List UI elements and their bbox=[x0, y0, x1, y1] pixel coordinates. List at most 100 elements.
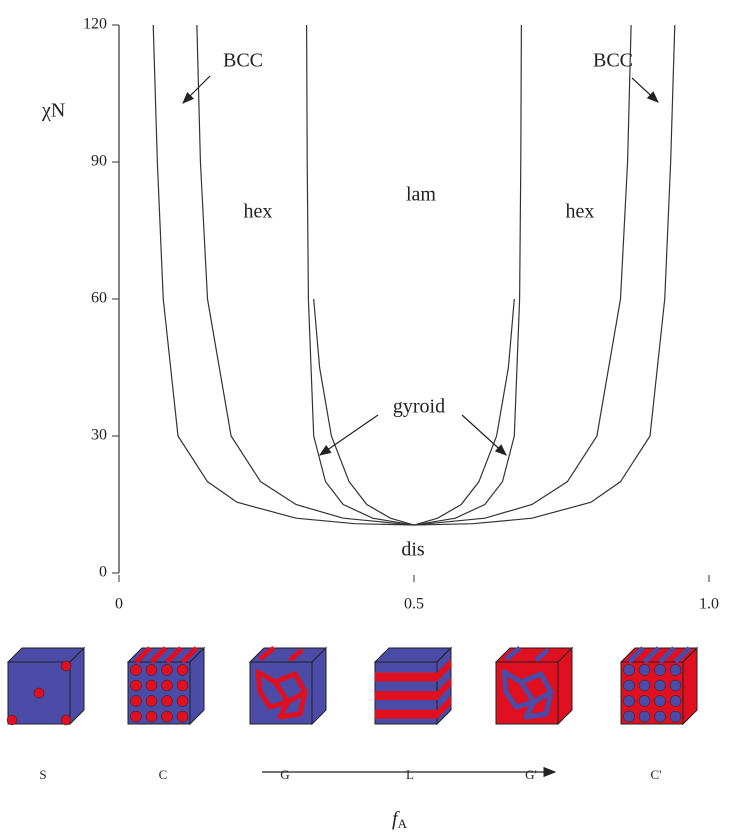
phase-boundary bbox=[152, 24, 676, 526]
network-strut bbox=[543, 689, 554, 717]
network-strut bbox=[257, 689, 273, 710]
x-tick-label: 0.5 bbox=[404, 596, 424, 613]
lamella bbox=[375, 672, 437, 682]
network-strut bbox=[277, 711, 303, 720]
region-label: dis bbox=[401, 539, 425, 561]
x-axis-label: fA bbox=[392, 808, 408, 831]
cylinder bbox=[669, 710, 682, 723]
y-tick-label: 30 bbox=[91, 427, 107, 444]
network-strut bbox=[272, 679, 291, 705]
cube-side bbox=[557, 646, 573, 726]
cylinder bbox=[161, 710, 173, 723]
sphere bbox=[6, 714, 18, 726]
network-strut bbox=[292, 671, 308, 695]
cylinder bbox=[638, 710, 651, 723]
region-label: hex bbox=[244, 201, 273, 223]
cylinder-top bbox=[134, 646, 152, 664]
cylinder bbox=[176, 710, 189, 723]
cylinder bbox=[654, 710, 666, 723]
cylinder bbox=[130, 679, 142, 692]
region-label: gyroid bbox=[393, 396, 445, 418]
cylinder bbox=[623, 695, 635, 707]
cylinder bbox=[145, 695, 158, 707]
structure-cube bbox=[126, 646, 206, 726]
sphere bbox=[60, 660, 72, 672]
cube-side bbox=[189, 646, 205, 726]
structure-label: C bbox=[159, 767, 168, 782]
cylinder-top bbox=[673, 646, 692, 664]
lamella bbox=[375, 691, 437, 701]
region-label: lam bbox=[406, 184, 436, 206]
cylinder bbox=[623, 664, 635, 676]
cylinder-top bbox=[642, 646, 661, 664]
network-strut bbox=[255, 669, 278, 685]
network-strut bbox=[501, 669, 509, 695]
lamella-side bbox=[437, 658, 451, 682]
cube-side bbox=[69, 646, 85, 726]
y-tick-label: 120 bbox=[83, 16, 107, 33]
annotation-arrow bbox=[461, 414, 507, 456]
cylinder bbox=[623, 710, 635, 723]
lamella-side bbox=[437, 677, 451, 701]
network-strut bbox=[272, 671, 298, 685]
cylinder bbox=[161, 664, 173, 676]
y-tick-label: 90 bbox=[91, 153, 107, 170]
network-strut bbox=[518, 671, 544, 685]
annotation-arrow bbox=[319, 414, 379, 456]
cylinder bbox=[130, 695, 142, 707]
x-tick-label: 0 bbox=[115, 596, 123, 613]
cylinder bbox=[638, 679, 651, 692]
structure-cube bbox=[248, 646, 328, 726]
network-strut bbox=[523, 711, 549, 720]
structure-label: G bbox=[280, 767, 289, 782]
annotation-arrow bbox=[631, 77, 659, 103]
network-top bbox=[258, 646, 304, 662]
cylinder-top bbox=[627, 646, 645, 664]
lamella-side bbox=[437, 695, 451, 719]
cylinder bbox=[176, 679, 189, 692]
network-top bbox=[504, 646, 550, 662]
cylinder bbox=[161, 679, 173, 692]
sphere bbox=[33, 687, 45, 699]
region-label: BCC bbox=[223, 50, 263, 72]
cylinder-top bbox=[658, 646, 676, 664]
structure-cube bbox=[373, 646, 453, 726]
cylinder bbox=[654, 679, 666, 692]
cylinder bbox=[161, 695, 173, 707]
network-strut bbox=[538, 671, 554, 695]
phase-boundary bbox=[306, 24, 522, 526]
structure-label: C' bbox=[650, 767, 661, 782]
cylinder bbox=[145, 710, 158, 723]
cylinder bbox=[176, 664, 189, 676]
network-strut bbox=[255, 669, 263, 695]
network-strut bbox=[501, 669, 524, 685]
structure-cube bbox=[494, 646, 574, 726]
cylinder bbox=[623, 679, 635, 692]
phase-boundary bbox=[313, 298, 515, 526]
structure-label: L bbox=[406, 767, 414, 782]
cylinder bbox=[669, 679, 682, 692]
structure-cube bbox=[619, 646, 699, 726]
cylinder-top bbox=[149, 646, 168, 664]
cylinder bbox=[638, 695, 651, 707]
structure-cube bbox=[6, 646, 86, 726]
region-label: BCC bbox=[593, 50, 633, 72]
network-strut bbox=[518, 679, 537, 705]
cylinder bbox=[130, 664, 142, 676]
annotation-arrow bbox=[182, 75, 211, 104]
cube-side bbox=[682, 646, 698, 726]
cylinder bbox=[654, 695, 666, 707]
cylinder bbox=[669, 664, 682, 676]
network-strut bbox=[503, 689, 519, 710]
cube-side bbox=[311, 646, 327, 726]
cylinder-top bbox=[180, 646, 199, 664]
cylinder bbox=[145, 679, 158, 692]
lamella bbox=[375, 709, 437, 719]
cylinder bbox=[654, 664, 666, 676]
cylinder-top bbox=[165, 646, 183, 664]
cylinder bbox=[176, 695, 189, 707]
phase-boundary bbox=[196, 24, 632, 526]
cylinder bbox=[669, 695, 682, 707]
y-tick-label: 60 bbox=[91, 290, 107, 307]
